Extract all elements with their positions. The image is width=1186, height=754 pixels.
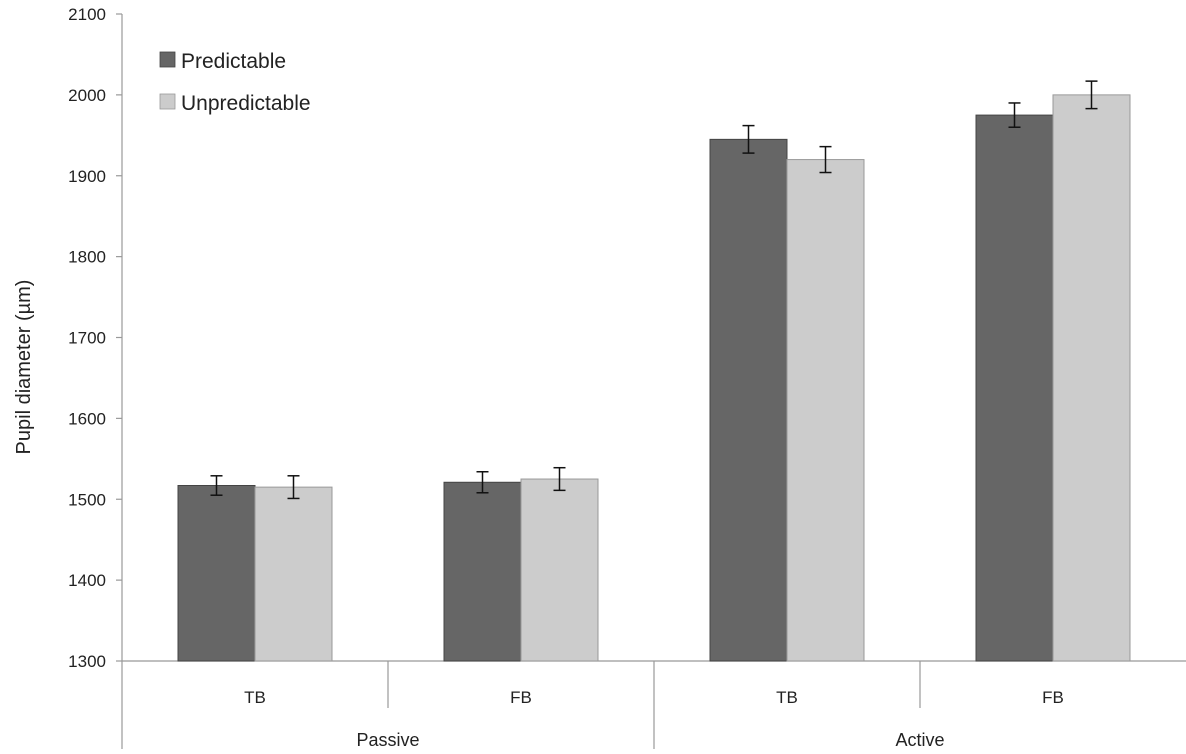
- bar: [786, 159, 865, 662]
- legend-label-unpredictable: Unpredictable: [181, 92, 311, 115]
- y-axis-label: Pupil diameter (µm): [13, 280, 35, 455]
- x-tick-label: FB: [510, 688, 532, 707]
- x-tick-label: FB: [1042, 688, 1064, 707]
- group-label: Active: [895, 730, 944, 749]
- y-tick-label: 1400: [68, 571, 106, 590]
- group-label: Passive: [356, 730, 419, 749]
- bar: [975, 114, 1054, 662]
- bar: [254, 486, 333, 662]
- y-tick-label: 1900: [68, 167, 106, 186]
- x-tick-label: TB: [244, 688, 266, 707]
- bar: [177, 485, 256, 662]
- y-tick-label: 1500: [68, 490, 106, 509]
- y-tick-label: 1300: [68, 652, 106, 671]
- bar: [1052, 94, 1131, 662]
- y-tick-label: 1600: [68, 409, 106, 428]
- bar: [520, 478, 599, 662]
- legend-swatch-unpredictable: [159, 93, 176, 110]
- y-tick-label: 1800: [68, 248, 106, 267]
- legend-label-predictable: Predictable: [181, 50, 286, 73]
- bar: [709, 138, 788, 662]
- y-tick-label: 2100: [68, 5, 106, 24]
- legend: Predictable Unpredictable: [159, 50, 311, 115]
- y-tick-label: 2000: [68, 86, 106, 105]
- y-tick-label: 1700: [68, 329, 106, 348]
- bar: [443, 481, 522, 662]
- legend-swatch-predictable: [159, 51, 176, 68]
- x-tick-label: TB: [776, 688, 798, 707]
